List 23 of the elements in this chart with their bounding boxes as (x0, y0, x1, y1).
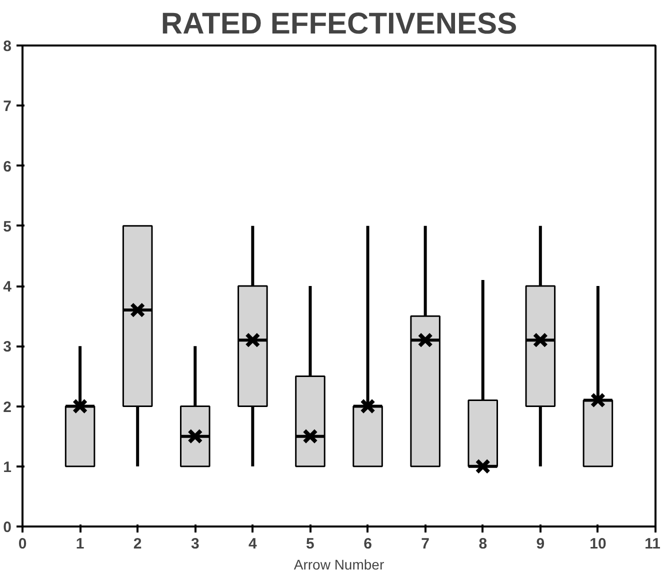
x-tick-label: 2 (133, 536, 142, 552)
y-tick-label: 6 (3, 158, 12, 176)
x-tick-label: 8 (478, 536, 488, 552)
x-tick-label: 10 (590, 536, 606, 552)
x-tick-label: 6 (364, 536, 372, 552)
chart-title: RATED EFFECTIVENESS (160, 8, 518, 40)
y-tick-label: 4 (3, 278, 12, 296)
x-tick-label: 1 (76, 536, 84, 552)
x-axis-title: Arrow Number (294, 556, 384, 572)
y-tick-label: 1 (3, 458, 12, 476)
y-tick-label: 5 (3, 218, 12, 236)
x-tick-label: 3 (190, 536, 200, 552)
x-tick-label: 11 (644, 536, 660, 552)
y-tick-label: 3 (3, 338, 12, 356)
y-tick-label: 8 (3, 38, 12, 55)
x-tick-label: 4 (248, 536, 258, 552)
y-tick-label: 7 (3, 98, 12, 116)
x-tick-label: 5 (306, 536, 314, 552)
x-tick-label: 0 (18, 536, 27, 552)
y-tick-label: 2 (3, 398, 12, 416)
y-tick-label: 0 (3, 519, 12, 536)
x-tick-label: 9 (536, 536, 545, 552)
x-tick-label: 7 (421, 536, 430, 552)
